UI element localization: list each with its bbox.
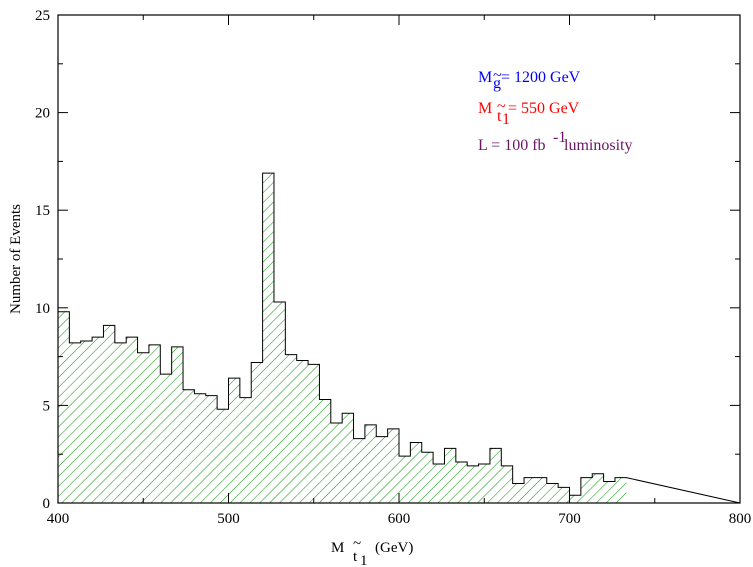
histogram-bar xyxy=(421,452,434,503)
histogram-bar xyxy=(228,378,240,503)
x-tick-label: 800 xyxy=(729,511,752,527)
x-label-tilde: ~ xyxy=(353,536,361,552)
y-tick-label: 5 xyxy=(43,398,51,414)
x-axis-ticks: 400 500 600 700 800 xyxy=(47,15,752,527)
histogram-bar xyxy=(273,301,286,503)
histogram-bar xyxy=(603,481,615,503)
histogram-bar xyxy=(364,424,377,503)
annotation-stop-sub: t xyxy=(497,108,502,125)
histogram-bars xyxy=(58,173,627,503)
histogram-bar xyxy=(399,456,411,503)
histogram-bar xyxy=(183,389,195,503)
histogram-bar xyxy=(387,428,400,503)
annotation-gluino-sub: g xyxy=(493,75,501,92)
histogram-bar xyxy=(148,344,161,503)
histogram-bar xyxy=(569,495,581,503)
histogram-bar xyxy=(580,477,593,503)
histogram-bar xyxy=(467,465,479,503)
histogram-bar xyxy=(353,438,365,503)
histogram-bar xyxy=(58,311,70,503)
histogram-bar xyxy=(330,422,343,503)
histogram-bar xyxy=(592,473,604,503)
y-tick-label: 20 xyxy=(35,106,50,122)
histogram-bar xyxy=(501,465,513,503)
histogram-bar xyxy=(524,477,536,503)
x-tick-label: 500 xyxy=(217,511,240,527)
histogram-bar xyxy=(160,374,172,503)
annotation-stop-mass: M xyxy=(478,100,492,117)
histogram-bar xyxy=(444,448,456,503)
histogram-bar xyxy=(251,362,263,503)
histogram-bar xyxy=(535,477,547,503)
x-tick-label: 600 xyxy=(388,511,411,527)
histogram-bar xyxy=(614,477,627,503)
histogram-bar xyxy=(433,463,445,503)
annotation-luminosity: L = 100 fb xyxy=(478,137,546,154)
y-tick-label: 10 xyxy=(35,301,50,317)
histogram-bar xyxy=(512,483,525,503)
histogram-bar xyxy=(558,487,570,503)
y-tick-label: 0 xyxy=(43,496,51,512)
annotation-gluino-mass: M xyxy=(478,69,492,86)
annotation-stop-tilde: ~ xyxy=(497,98,506,115)
histogram-bar xyxy=(80,340,93,503)
histogram-bar xyxy=(205,395,218,503)
histogram-bar xyxy=(126,337,138,503)
histogram-bar xyxy=(478,463,490,503)
histogram-bar xyxy=(455,462,468,503)
histogram-bar xyxy=(114,342,127,503)
x-label-sub: t xyxy=(353,549,358,565)
histogram-bar xyxy=(137,352,149,503)
histogram-bar xyxy=(285,354,297,503)
annotation-stop-value: = 550 GeV xyxy=(508,100,580,117)
annotation-luminosity-rest: luminosity xyxy=(564,137,632,154)
histogram-bar xyxy=(546,483,559,503)
histogram-bar xyxy=(296,360,309,503)
x-label-main: M xyxy=(331,540,344,556)
histogram-bar xyxy=(410,442,422,503)
histogram-bar xyxy=(103,325,115,503)
histogram-bar xyxy=(262,173,274,503)
histogram-bar xyxy=(69,342,81,503)
y-tick-label: 15 xyxy=(35,203,50,219)
histogram-bar xyxy=(239,397,252,503)
annotation-luminosity-sup: -1 xyxy=(553,129,566,146)
histogram-bar xyxy=(171,346,184,503)
histogram-bar xyxy=(308,364,320,503)
histogram-bar xyxy=(92,337,104,503)
x-axis-label: M ~t 1 (GeV) xyxy=(331,536,413,567)
y-tick-label: 25 xyxy=(35,8,50,24)
x-tick-label: 700 xyxy=(558,511,581,527)
annotation-stop-subsub: 1 xyxy=(502,111,510,128)
histogram-bar xyxy=(342,413,354,503)
annotation-gluino-value: = 1200 GeV xyxy=(501,69,581,86)
histogram-bar xyxy=(376,436,388,503)
histogram-bar xyxy=(217,409,229,503)
y-axis-ticks: 0 5 10 15 20 25 xyxy=(35,8,740,512)
histogram-bar xyxy=(489,448,502,503)
annotation-gluino-tilde: ~ xyxy=(493,67,502,84)
x-label-unit: (GeV) xyxy=(375,540,413,556)
x-label-subsub: 1 xyxy=(360,553,368,567)
histogram-bar xyxy=(319,399,331,503)
x-tick-label: 400 xyxy=(47,511,70,527)
histogram-bar xyxy=(194,393,206,503)
histogram-outline xyxy=(57,172,741,504)
y-axis-label: Number of Events xyxy=(8,204,24,314)
